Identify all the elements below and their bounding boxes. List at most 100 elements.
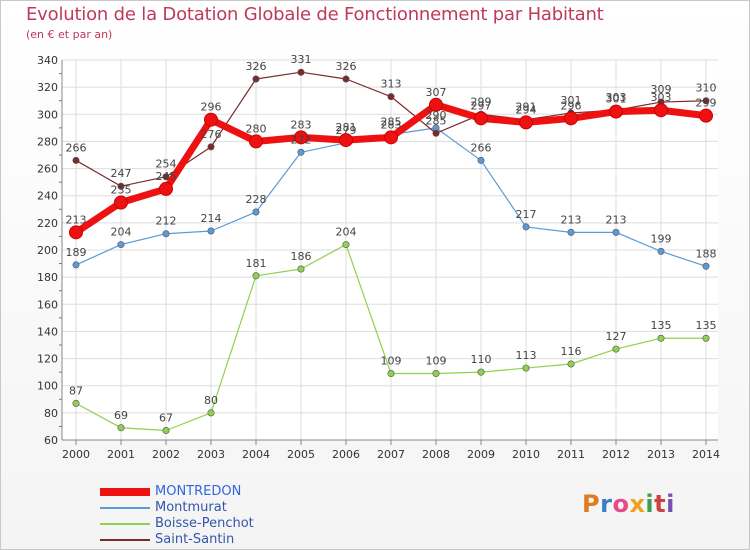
data-point-saint-santin (117, 182, 125, 190)
y-tick-label: 80 (44, 407, 58, 420)
data-point-boisse-penchot (207, 409, 215, 417)
data-point-montmurat (162, 230, 170, 238)
legend-label: Boisse-Penchot (155, 516, 254, 531)
data-point-montmurat (477, 156, 485, 164)
legend-item: MONTREDON (100, 484, 340, 500)
x-tick-label: 2014 (692, 448, 720, 461)
data-label-montmurat: 213 (561, 213, 582, 226)
x-tick-label: 2009 (467, 448, 495, 461)
x-tick-label: 2013 (647, 448, 675, 461)
data-label-boisse-penchot: 204 (336, 226, 357, 239)
data-point-saint-santin (72, 156, 80, 164)
data-label-saint-santin: 299 (471, 95, 492, 108)
legend-swatch (100, 523, 150, 525)
data-label-montmurat: 214 (201, 212, 222, 225)
legend-item: Montmurat (100, 500, 340, 516)
data-label-montredon: 283 (381, 118, 402, 131)
data-point-boisse-penchot (387, 369, 395, 377)
data-point-montmurat (72, 261, 80, 269)
chart-title: Evolution de la Dotation Globale de Fonc… (26, 4, 604, 25)
data-label-montmurat: 266 (471, 141, 492, 154)
data-label-boisse-penchot: 67 (159, 412, 173, 425)
data-point-montredon (384, 130, 398, 145)
data-label-boisse-penchot: 80 (204, 394, 218, 407)
proxiti-logo: Proxiti (582, 490, 675, 518)
data-label-saint-santin: 285 (426, 114, 447, 127)
data-label-saint-santin: 309 (651, 83, 672, 96)
x-tick-label: 2000 (62, 448, 90, 461)
y-tick-label: 280 (37, 135, 58, 148)
data-point-boisse-penchot (432, 369, 440, 377)
y-tick-label: 320 (37, 81, 58, 94)
data-label-montmurat: 285 (381, 116, 402, 129)
data-label-boisse-penchot: 109 (426, 355, 447, 368)
y-tick-label: 300 (37, 108, 58, 121)
x-tick-label: 2007 (377, 448, 405, 461)
data-label-saint-santin: 326 (336, 60, 357, 73)
data-point-boisse-penchot (72, 399, 80, 407)
data-point-saint-santin (387, 93, 395, 101)
data-label-boisse-penchot: 186 (291, 250, 312, 263)
x-tick-label: 2010 (512, 448, 540, 461)
x-tick-label: 2002 (152, 448, 180, 461)
data-point-boisse-penchot (657, 334, 665, 342)
data-label-boisse-penchot: 135 (696, 319, 717, 332)
legend-item: Saint-Santin (100, 532, 340, 548)
y-tick-label: 260 (37, 163, 58, 176)
y-tick-label: 200 (37, 244, 58, 257)
data-label-saint-santin: 247 (111, 167, 132, 180)
data-label-montredon: 280 (246, 122, 267, 135)
data-label-montredon: 245 (156, 170, 177, 183)
data-label-montmurat: 217 (516, 208, 537, 221)
data-point-montmurat (207, 227, 215, 235)
data-label-saint-santin: 291 (516, 101, 537, 114)
data-label-saint-santin: 303 (606, 91, 627, 104)
data-label-montredon: 307 (426, 86, 447, 99)
x-tick-label: 2003 (197, 448, 225, 461)
data-label-montredon: 283 (291, 118, 312, 131)
data-point-saint-santin (297, 68, 305, 76)
data-point-boisse-penchot (162, 426, 170, 434)
data-label-saint-santin: 331 (291, 53, 312, 66)
data-label-boisse-penchot: 109 (381, 355, 402, 368)
x-tick-label: 2006 (332, 448, 360, 461)
legend-label: Saint-Santin (155, 532, 235, 547)
x-tick-label: 2001 (107, 448, 135, 461)
data-point-montredon (474, 111, 488, 126)
data-point-saint-santin (702, 97, 710, 105)
data-point-montredon (294, 130, 308, 145)
data-point-saint-santin (162, 173, 170, 181)
data-label-montmurat: 212 (156, 215, 177, 228)
data-label-montmurat: 188 (696, 247, 717, 260)
data-label-montredon: 213 (66, 213, 87, 226)
legend-label: Montmurat (155, 500, 227, 515)
x-tick-label: 2011 (557, 448, 585, 461)
data-label-montmurat: 204 (111, 226, 132, 239)
data-label-boisse-penchot: 116 (561, 345, 582, 358)
data-label-montmurat: 189 (66, 246, 87, 259)
data-label-montmurat: 228 (246, 193, 267, 206)
data-point-montredon (159, 181, 173, 196)
data-point-montredon (69, 225, 83, 240)
data-point-montmurat (612, 228, 620, 236)
data-point-saint-santin (252, 75, 260, 83)
data-point-montredon (564, 111, 578, 126)
logo-letter: t (654, 490, 667, 518)
data-point-montmurat (117, 241, 125, 249)
data-point-montredon (519, 115, 533, 130)
data-label-saint-santin: 266 (66, 141, 87, 154)
data-label-montredon: 297 (471, 99, 492, 112)
data-label-saint-santin: 313 (381, 78, 402, 91)
y-tick-label: 180 (37, 271, 58, 284)
data-point-boisse-penchot (522, 364, 530, 372)
logo-letter: i (666, 490, 675, 518)
data-label-saint-santin: 276 (201, 128, 222, 141)
data-label-boisse-penchot: 127 (606, 330, 627, 343)
data-point-montmurat (567, 228, 575, 236)
data-label-boisse-penchot: 110 (471, 353, 492, 366)
legend-swatch (100, 488, 150, 496)
legend-swatch (100, 507, 150, 509)
data-point-montmurat (657, 247, 665, 255)
data-point-boisse-penchot (612, 345, 620, 353)
